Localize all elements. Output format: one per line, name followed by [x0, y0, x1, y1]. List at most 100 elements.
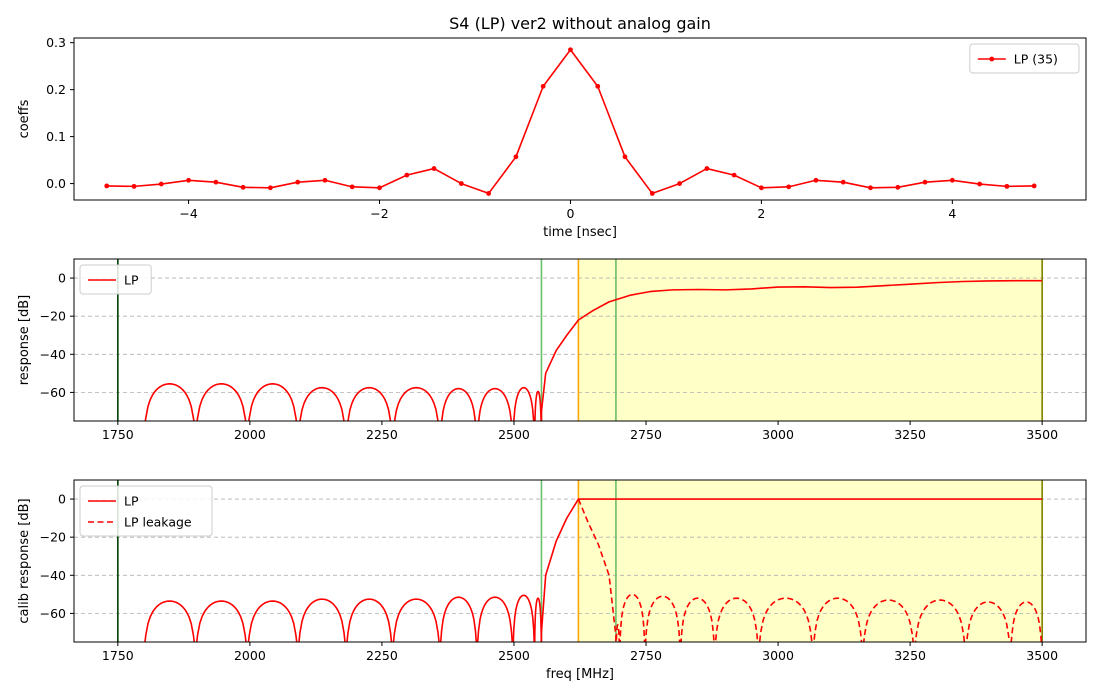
- figure-title: S4 (LP) ver2 without analog gain: [449, 14, 711, 33]
- y-tick-label: −40: [40, 347, 66, 362]
- data-point: [840, 179, 846, 185]
- legend-box: [969, 43, 1080, 74]
- data-point: [404, 172, 410, 178]
- x-tick-label: 3250: [894, 648, 926, 663]
- series-group: [104, 47, 1037, 196]
- coefficients-plot: −4 −2 0 2 4 0.0 0.1 0.2 0.3 time [nsec] coeffs LP (…: [17, 35, 1087, 240]
- x-tick-label: 2250: [366, 427, 398, 442]
- data-point: [513, 154, 519, 160]
- data-point: [295, 179, 301, 185]
- data-point: [1031, 183, 1037, 189]
- x-tick-label: −4: [179, 206, 197, 221]
- legend: LP LP leakage: [79, 485, 213, 537]
- legend-box: [79, 485, 213, 537]
- x-tick-label: 0: [566, 206, 574, 221]
- legend-label: LP: [124, 273, 139, 288]
- data-point: [595, 83, 601, 89]
- series-group: [144, 498, 1043, 642]
- data-point: [431, 166, 437, 171]
- x-tick-label: 3000: [762, 427, 794, 442]
- data-point: [568, 47, 573, 53]
- x-tick-label: 2250: [366, 648, 398, 663]
- data-point: [677, 181, 682, 186]
- data-point: [131, 183, 137, 189]
- x-tick-label: 1750: [102, 648, 134, 663]
- x-tick-label: 2: [757, 206, 765, 221]
- data-point: [649, 191, 655, 196]
- data-point: [458, 181, 464, 186]
- y-tick-label: −60: [40, 385, 66, 400]
- x-tick-label: 2500: [498, 427, 530, 442]
- series-line-lp-35-: [106, 48, 1035, 195]
- data-point: [786, 184, 792, 190]
- y-axis-label: calib response [dB]: [17, 498, 32, 623]
- data-point: [704, 166, 710, 171]
- data-point: [267, 185, 273, 191]
- data-point: [240, 184, 246, 190]
- data-point: [949, 177, 955, 183]
- y-tick-label: −20: [40, 530, 66, 545]
- y-tick-label: 0.1: [46, 129, 66, 144]
- x-tick-label: 2750: [630, 427, 662, 442]
- y-tick-label: 0.2: [46, 82, 66, 97]
- data-point: [540, 83, 546, 89]
- legend: LP: [79, 264, 152, 295]
- y-tick-label: 0: [58, 492, 66, 507]
- passband-region: [578, 480, 1043, 642]
- x-axis-label: freq [MHz]: [546, 667, 614, 682]
- x-tick-label: 3500: [1026, 427, 1058, 442]
- x-tick-label: 2000: [234, 427, 266, 442]
- axes-frame: [73, 479, 1087, 643]
- y-tick-label: 0.0: [46, 176, 66, 191]
- x-tick-label: 1750: [102, 427, 134, 442]
- x-tick-label: 3250: [894, 427, 926, 442]
- data-point: [868, 185, 873, 191]
- data-point: [922, 179, 928, 185]
- y-tick-label: −20: [40, 309, 66, 324]
- y-axis-label: coeffs: [17, 99, 32, 138]
- data-point: [622, 154, 628, 160]
- x-axis-label: time [nsec]: [543, 225, 617, 240]
- x-tick-label: 2500: [498, 648, 530, 663]
- legend-marker: [989, 56, 995, 62]
- x-tick-label: 3000: [762, 648, 794, 663]
- x-tick-label: 3500: [1026, 648, 1058, 663]
- series-line-lp: [144, 498, 1043, 642]
- axes-frame: [73, 37, 1087, 201]
- x-tick-label: 2750: [630, 648, 662, 663]
- data-point: [377, 185, 382, 191]
- x-tick-label: −2: [370, 206, 388, 221]
- x-tick-label: 4: [948, 206, 956, 221]
- axes-frame: [73, 258, 1087, 422]
- data-point: [104, 183, 110, 189]
- calib-response-plot: 1750 2000 2250 2500 2750 3000 3250 3500 −60 −40 −2…: [17, 479, 1087, 682]
- data-point: [186, 177, 191, 183]
- legend-label: LP leakage: [124, 515, 192, 530]
- y-axis-label: response [dB]: [17, 295, 32, 386]
- data-point: [349, 184, 355, 190]
- series-line-lp: [144, 279, 1043, 421]
- series-line-lp-leakage: [577, 498, 1043, 642]
- response-plot: 1750 2000 2250 2500 2750 3000 3250 3500 −60 −40 −2…: [17, 258, 1087, 442]
- data-point: [977, 181, 983, 187]
- data-point: [213, 179, 219, 185]
- data-point: [158, 181, 164, 187]
- y-tick-label: 0: [58, 271, 66, 286]
- y-tick-label: −60: [40, 606, 66, 621]
- passband-region: [578, 259, 1043, 421]
- data-point: [486, 191, 492, 196]
- data-point: [731, 172, 737, 178]
- data-point: [813, 177, 819, 183]
- data-point: [895, 184, 901, 190]
- legend-label: LP: [124, 494, 139, 509]
- legend: LP (35): [969, 43, 1080, 74]
- y-tick-label: 0.3: [46, 35, 66, 50]
- series-group: [144, 279, 1043, 421]
- data-point: [1004, 183, 1010, 189]
- data-point: [758, 185, 764, 191]
- legend-label: LP (35): [1014, 52, 1058, 67]
- y-tick-label: −40: [40, 568, 66, 583]
- data-point: [322, 177, 328, 183]
- x-tick-label: 2000: [234, 648, 266, 663]
